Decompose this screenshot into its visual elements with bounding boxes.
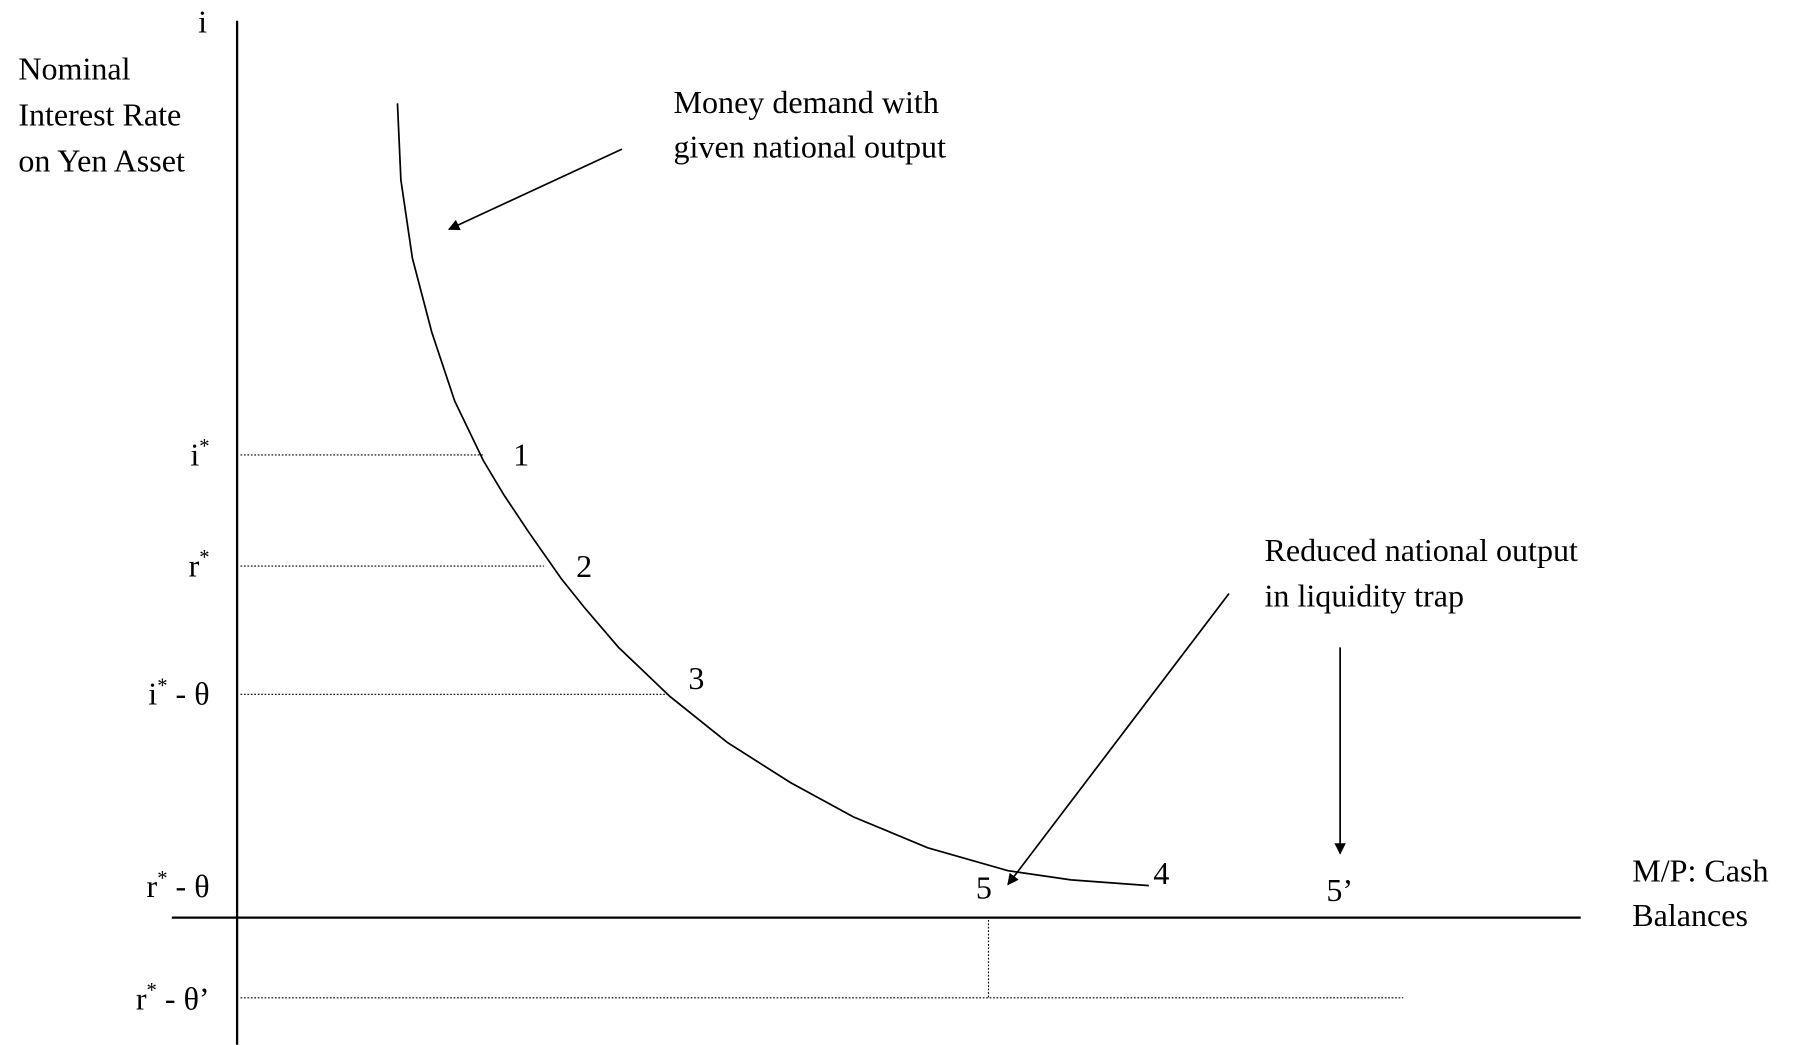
level-label-base: r [189,548,200,584]
level-label: i* [190,436,209,473]
point-label: 1 [513,437,529,473]
level-label-base: r [136,981,147,1017]
level-label-sup: * [157,868,167,890]
x-axis-label: M/P: Cash [1632,852,1768,888]
level-label-sup: * [147,980,157,1002]
level-label: r* - θ [147,868,210,905]
level-label: i* - θ [148,675,209,712]
level-label-sup: * [199,436,209,458]
annotation: Reduced national output [1265,532,1579,568]
arrow [1007,592,1230,886]
annotation: Money demand with [674,84,939,120]
level-label-suffix: - θ’ [157,981,210,1017]
y-axis-label: Nominal [18,51,130,87]
level-label: r* [189,547,210,584]
annotation: given national output [674,129,947,165]
level-label: r* - θ’ [136,980,210,1017]
y-axis-label: on Yen Asset [18,142,185,178]
money-demand-curve [396,103,1149,887]
y-axis-symbol: i [198,4,207,40]
point-label: 2 [576,548,592,584]
level-label-sup: * [157,675,167,697]
level-label-suffix: - θ [168,869,210,905]
point-label: 3 [688,660,704,696]
annotation: in liquidity trap [1265,578,1464,614]
level-label-base: i [148,676,157,712]
arrow [447,148,623,231]
level-label-base: i [190,437,199,473]
point-label: 4 [1153,855,1169,891]
level-label-suffix: - θ [168,676,210,712]
point-label: 5 [976,870,992,906]
level-label-sup: * [199,547,209,569]
point-label: 5’ [1326,872,1353,908]
y-axis-label: Interest Rate [18,97,181,133]
level-label-base: r [147,869,158,905]
x-axis-label: Balances [1632,897,1748,933]
